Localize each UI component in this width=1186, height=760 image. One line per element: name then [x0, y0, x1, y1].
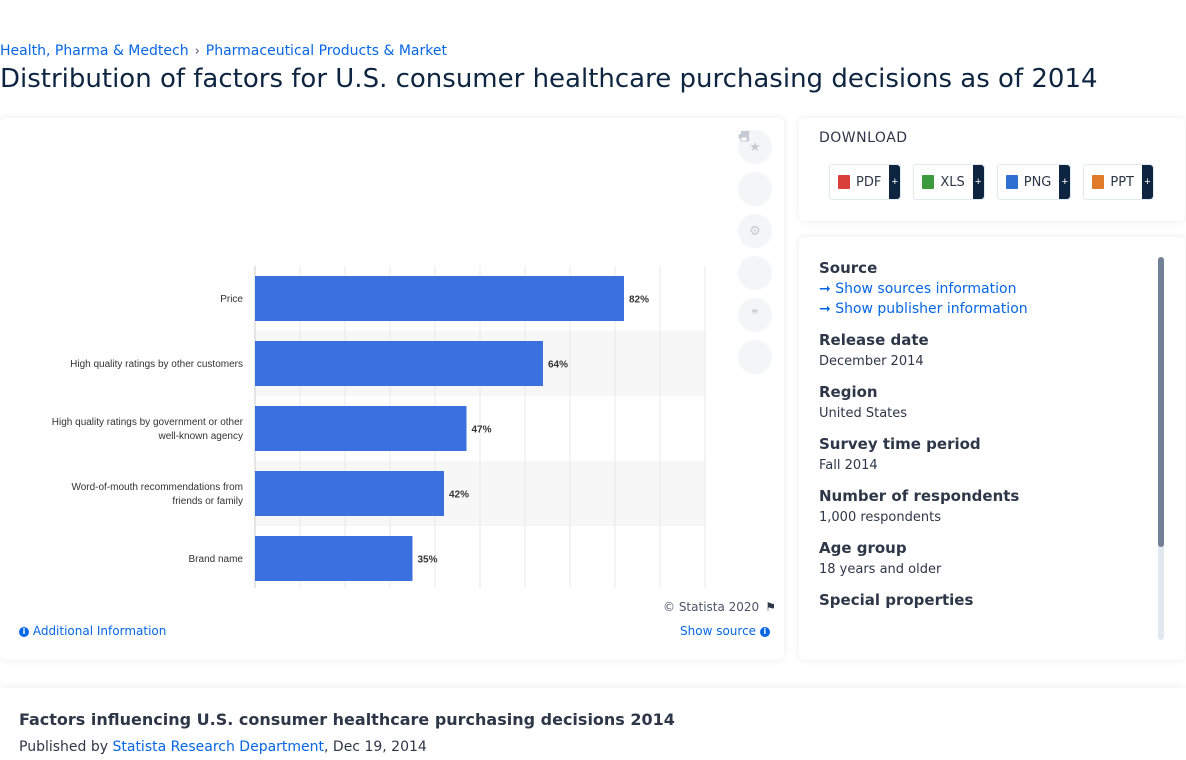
- download-pdf-button[interactable]: PDF +: [829, 164, 902, 200]
- publication-title: Factors influencing U.S. consumer health…: [19, 710, 675, 729]
- data-label: 82%: [629, 295, 649, 306]
- info-icon: i: [19, 626, 29, 637]
- show-source-label: Show source: [680, 624, 757, 638]
- bar-chart: 82% Price 64% High quality ratings by other…: [52, 266, 706, 588]
- page-title: Distribution of factors for U.S. consume…: [0, 64, 1098, 94]
- show-source-link[interactable]: Show source i: [680, 624, 770, 638]
- chart-tools: ★ ⚙ ❞: [738, 130, 772, 382]
- category-label: Price: [220, 294, 243, 305]
- quote-icon[interactable]: ❞: [738, 298, 772, 332]
- bar: [255, 276, 624, 321]
- publication-card: Factors influencing U.S. consumer health…: [0, 688, 1186, 760]
- download-xls-label: XLS: [940, 174, 965, 190]
- plus-icon: +: [972, 165, 984, 199]
- region-value: United States: [819, 406, 908, 421]
- gear-icon[interactable]: ⚙: [738, 214, 772, 248]
- scrollbar-thumb[interactable]: [1158, 257, 1164, 547]
- chart-card: 82% Price 64% High quality ratings by other…: [0, 118, 784, 660]
- breadcrumb-link-health[interactable]: Health, Pharma & Medtech: [0, 43, 189, 59]
- plus-icon: +: [1059, 165, 1071, 199]
- statistic-details-panel: Source ➞ Show sources information ➞ Show…: [799, 237, 1185, 660]
- download-buttons: PDF + XLS + PNG + PPT +: [829, 164, 1154, 200]
- source-label: Source: [819, 259, 878, 277]
- copyright: © Statista 2020 ⚑: [663, 600, 776, 614]
- additional-info-label: Additional Information: [32, 624, 167, 638]
- info-icon: i: [759, 626, 770, 637]
- download-ppt-label: PPT: [1110, 174, 1134, 190]
- ppt-file-icon: [1092, 175, 1105, 189]
- additional-info-link[interactable]: i Additional Information: [19, 624, 166, 638]
- xls-file-icon: [922, 175, 935, 189]
- publisher-link[interactable]: Statista Research Department: [112, 739, 325, 755]
- show-publisher-link[interactable]: ➞ Show publisher information: [819, 301, 1149, 317]
- data-label: 47%: [472, 425, 492, 436]
- arrow-right-icon: ➞: [819, 281, 836, 297]
- category-label: Brand name: [189, 554, 244, 565]
- chevron-right-icon: ›: [194, 44, 200, 59]
- plus-icon: +: [1142, 165, 1153, 199]
- arrow-right-icon: ➞: [819, 301, 836, 317]
- bar: [255, 341, 543, 386]
- print-icon[interactable]: [738, 131, 772, 374]
- download-png-button[interactable]: PNG +: [996, 164, 1072, 200]
- data-label: 35%: [418, 555, 438, 566]
- category-label: friends or family: [172, 496, 243, 507]
- release-date-value: December 2014: [819, 354, 924, 369]
- respondents-label: Number of respondents: [819, 487, 1020, 505]
- breadcrumb-link-pharma[interactable]: Pharmaceutical Products & Market: [205, 43, 447, 59]
- bar: [255, 471, 444, 516]
- download-panel: DOWNLOAD PDF + XLS + PNG + PPT +: [799, 118, 1185, 221]
- show-publisher-label: Show publisher information: [835, 301, 1028, 317]
- respondents-value: 1,000 respondents: [819, 510, 941, 525]
- flag-icon[interactable]: ⚑: [765, 600, 776, 614]
- statistic-details: Source ➞ Show sources information ➞ Show…: [819, 259, 1149, 609]
- special-properties-label: Special properties: [819, 591, 974, 609]
- survey-period-label: Survey time period: [819, 435, 981, 453]
- category-label: High quality ratings by government or ot…: [52, 417, 244, 428]
- download-pdf-label: PDF: [856, 174, 882, 190]
- download-png-label: PNG: [1023, 174, 1052, 190]
- data-label: 64%: [548, 360, 568, 371]
- data-label: 42%: [449, 490, 469, 501]
- share-icon[interactable]: [738, 130, 772, 290]
- release-date-label: Release date: [819, 331, 929, 349]
- publication-date: , Dec 19, 2014: [324, 739, 427, 755]
- pdf-file-icon: [838, 175, 850, 189]
- survey-period-value: Fall 2014: [819, 458, 878, 473]
- category-label: well-known agency: [158, 431, 244, 442]
- age-group-label: Age group: [819, 539, 907, 557]
- png-file-icon: [1005, 175, 1018, 189]
- plus-icon: +: [889, 165, 901, 199]
- bar: [255, 536, 413, 581]
- download-ppt-button[interactable]: PPT +: [1083, 164, 1154, 200]
- category-label: Word-of-mouth recommendations from: [71, 482, 243, 493]
- download-xls-button[interactable]: XLS +: [913, 164, 985, 200]
- details-scrollbar[interactable]: [1158, 257, 1164, 640]
- category-label: High quality ratings by other customers: [70, 359, 243, 370]
- publication-byline: Published by Statista Research Departmen…: [19, 739, 427, 755]
- published-by-text: Published by: [19, 739, 109, 755]
- download-title: DOWNLOAD: [819, 130, 908, 146]
- copyright-text: © Statista 2020: [663, 600, 760, 614]
- breadcrumb: Health, Pharma & Medtech › Pharmaceutical …: [0, 43, 447, 59]
- age-group-value: 18 years and older: [819, 562, 942, 577]
- bar: [255, 406, 467, 451]
- bell-icon[interactable]: [738, 131, 772, 206]
- show-sources-label: Show sources information: [835, 281, 1017, 297]
- show-sources-link[interactable]: ➞ Show sources information: [819, 281, 1149, 297]
- region-label: Region: [819, 383, 878, 401]
